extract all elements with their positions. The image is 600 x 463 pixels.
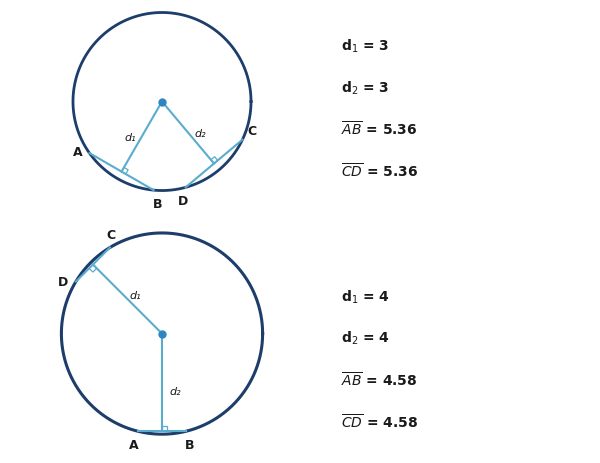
Text: d$_2$ = 4: d$_2$ = 4 [341,329,389,347]
Text: d₁: d₁ [124,133,136,143]
Text: $\overline{CD}$ = 5.36: $\overline{CD}$ = 5.36 [341,162,418,181]
Text: A: A [73,146,83,159]
Text: B: B [185,438,194,451]
Text: B: B [153,197,163,210]
Text: d$_2$ = 3: d$_2$ = 3 [341,79,389,97]
Text: D: D [58,275,68,288]
Text: d$_1$ = 4: d$_1$ = 4 [341,288,389,305]
Text: $\overline{AB}$ = 4.58: $\overline{AB}$ = 4.58 [341,370,417,389]
Text: C: C [107,229,116,242]
Text: A: A [130,438,139,451]
Text: $\overline{AB}$ = 5.36: $\overline{AB}$ = 5.36 [341,120,417,139]
Text: d₂: d₂ [169,386,181,396]
Text: d$_1$ = 3: d$_1$ = 3 [341,38,389,55]
Text: d₁: d₁ [129,290,141,300]
Text: $\overline{CD}$ = 4.58: $\overline{CD}$ = 4.58 [341,412,418,431]
Text: d₂: d₂ [194,129,206,138]
Text: C: C [248,125,257,138]
Text: D: D [178,194,188,207]
